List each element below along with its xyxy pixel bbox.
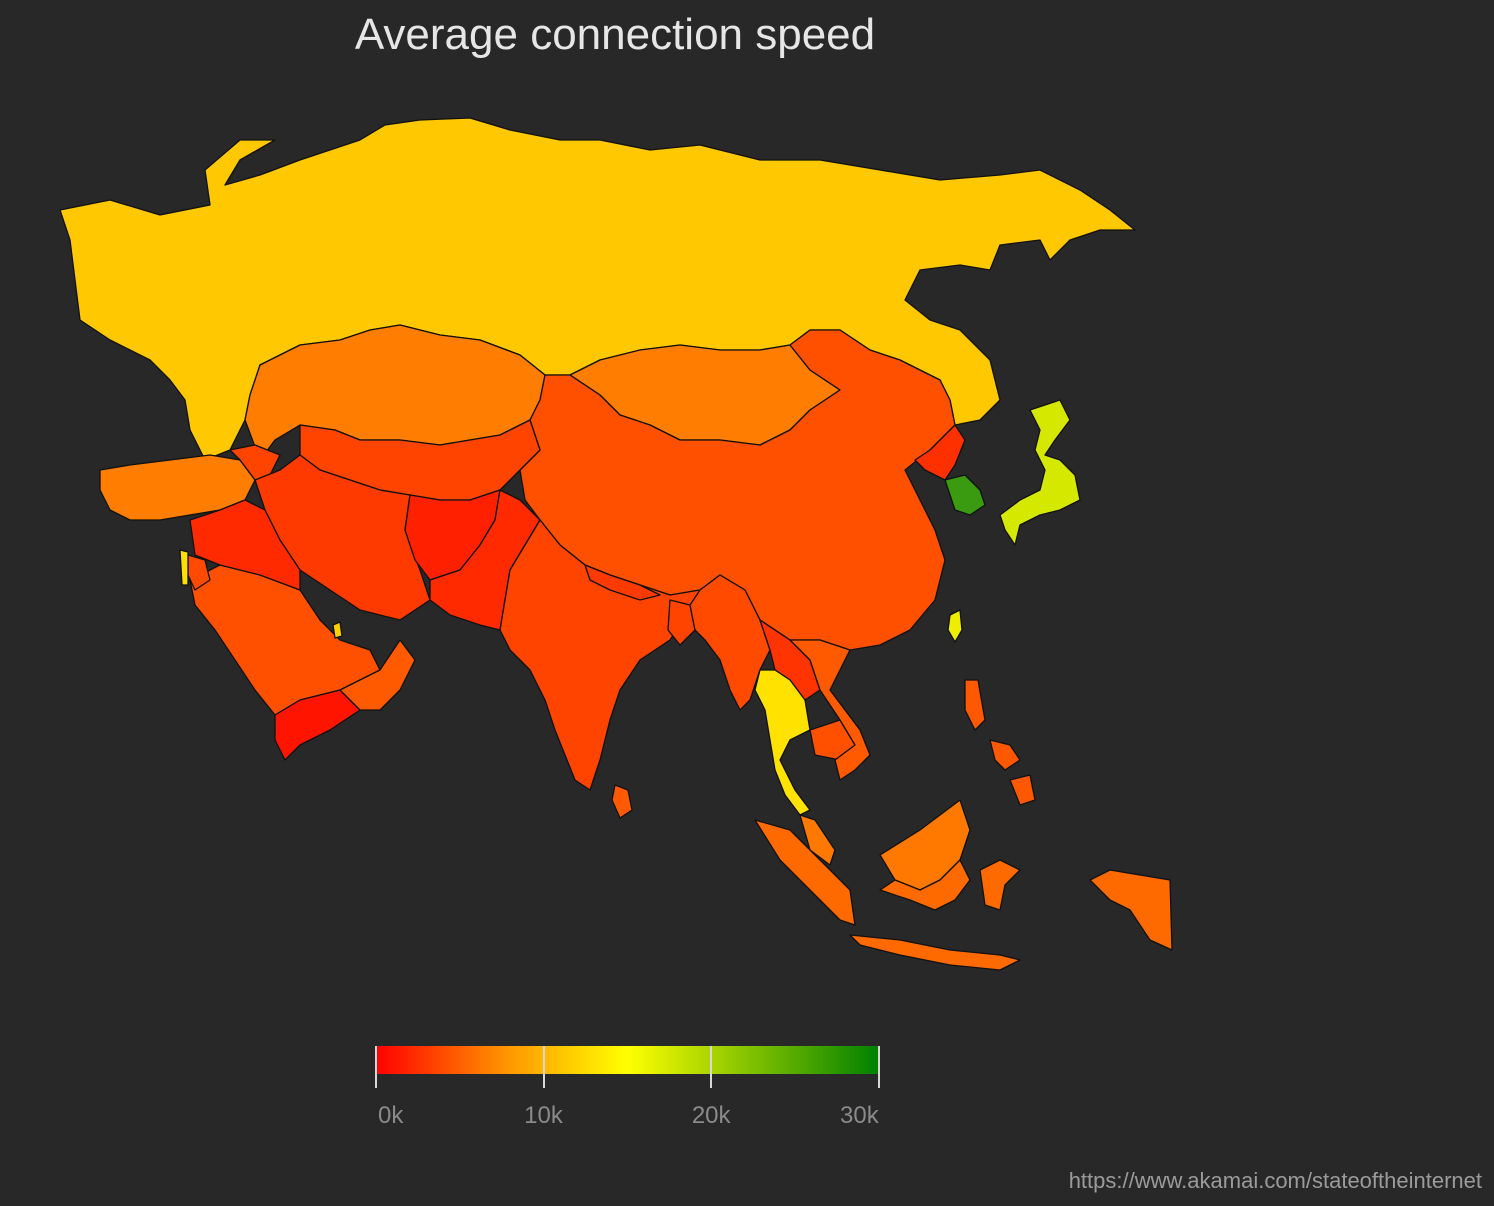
region-yemen: [274, 689, 361, 761]
region-israel: [179, 549, 189, 586]
legend-tick-label: 30k: [840, 1102, 879, 1129]
region-nepal: [584, 564, 661, 601]
legend-gradient-bar: [376, 1046, 879, 1074]
region-qatar: [332, 621, 343, 639]
region-north-korea: [914, 424, 966, 481]
source-link[interactable]: https://www.akamai.com/stateoftheinterne…: [1068, 1168, 1482, 1193]
region-vietnam: [789, 639, 871, 781]
legend-tick-label: 0k: [378, 1102, 404, 1129]
region-bangladesh: [667, 599, 696, 646]
page-title: Average connection speed: [354, 10, 876, 59]
legend-tick-label: 10k: [524, 1102, 563, 1129]
region-sri-lanka: [611, 784, 633, 819]
region-oman: [339, 639, 416, 711]
region-myanmar: [689, 574, 771, 711]
region-indonesia: [754, 819, 1173, 971]
region-south-korea: [944, 474, 986, 516]
color-legend: 0k 10k 20k 30k: [375, 1046, 880, 1129]
region-philippines: [964, 679, 1036, 806]
legend-tick: [878, 1046, 880, 1088]
legend-tick: [710, 1046, 713, 1088]
legend-tick: [375, 1046, 377, 1088]
region-thailand: [754, 669, 811, 816]
region-taiwan: [947, 609, 963, 643]
region-iraq-syria: [189, 499, 301, 591]
legend-tick-label: 20k: [691, 1102, 731, 1129]
region-japan: [999, 399, 1081, 546]
legend-tick: [542, 1046, 545, 1088]
